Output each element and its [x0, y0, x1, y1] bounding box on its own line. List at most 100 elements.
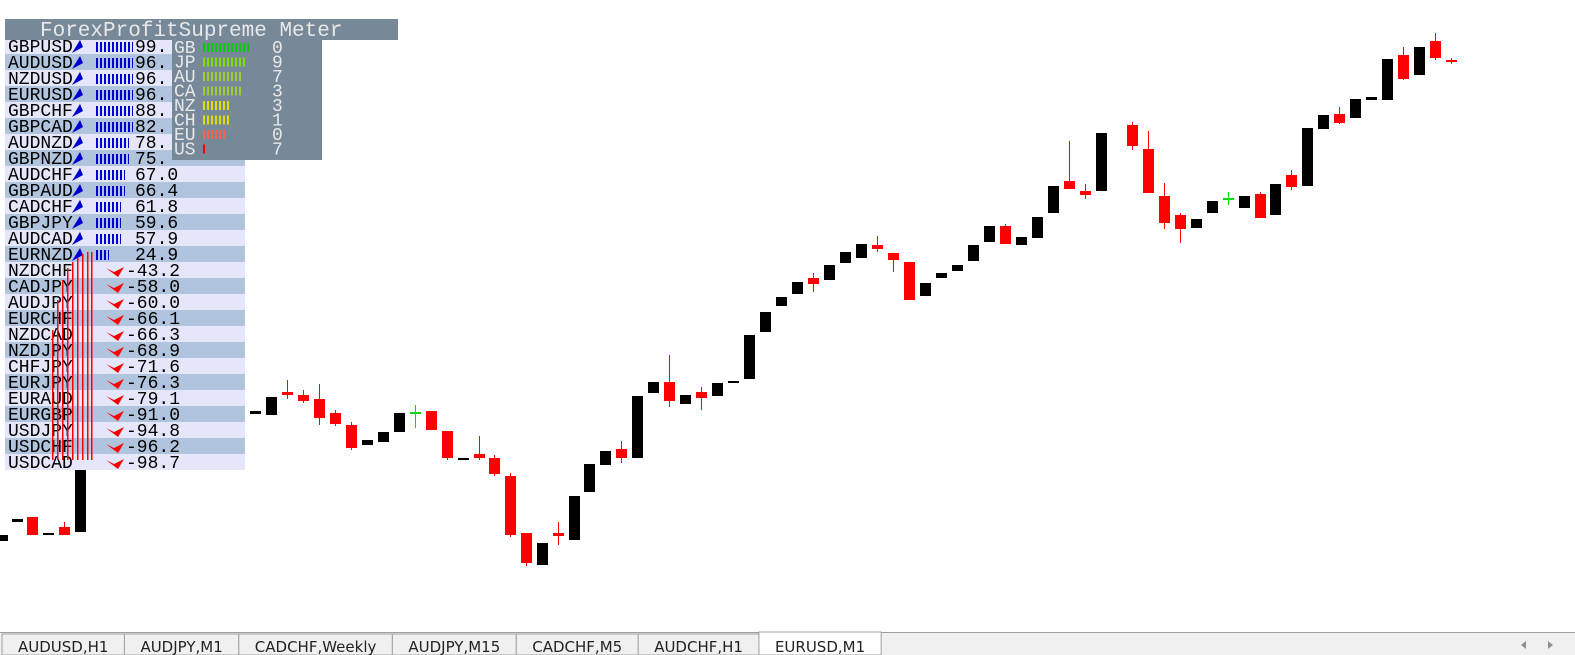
strength-tick [223, 86, 225, 96]
strength-tick [219, 101, 221, 110]
strength-tick [223, 130, 225, 139]
table-row [5, 390, 245, 406]
pair-name: EURGBP [8, 406, 73, 426]
strength-tick [223, 115, 225, 125]
strength-tick [211, 57, 213, 67]
strength-tick [211, 115, 213, 125]
candle-body [43, 533, 54, 535]
strength-tick [223, 57, 225, 67]
candle-body [458, 458, 469, 460]
strength-tick [235, 72, 237, 81]
table-row [5, 278, 245, 294]
pair-value: -43.2 [126, 262, 180, 282]
pair-value: 82. [135, 118, 167, 138]
candle-body [1334, 114, 1345, 123]
candle-body [664, 382, 675, 401]
candle-body [744, 335, 755, 379]
pair-name: USDCHF [8, 438, 73, 458]
table-row [5, 246, 245, 262]
pair-value: -79.1 [126, 390, 180, 410]
candle-body [346, 425, 357, 448]
candle-body [760, 312, 771, 332]
strength-tick [231, 43, 233, 52]
candle-body [696, 392, 707, 398]
strength-bars [95, 234, 121, 244]
strength-tick [243, 57, 245, 67]
candle-body [442, 431, 453, 458]
candle-body [872, 245, 883, 249]
strength-value: 3 [272, 97, 283, 117]
buy-arrow [72, 40, 83, 53]
candle-body [728, 381, 739, 383]
pair-value: 88. [135, 102, 167, 122]
sell-bar [72, 262, 74, 460]
candle-body [904, 262, 915, 300]
candle-body [314, 399, 325, 418]
currency: US [174, 141, 196, 161]
strength-tick [215, 101, 217, 110]
strength-bars [95, 74, 133, 84]
buy-arrow [72, 168, 83, 181]
strength-tick [207, 86, 209, 96]
strength-tick [227, 86, 229, 96]
sell-arrow [106, 411, 124, 421]
pair-name: GBPUSD [8, 38, 73, 58]
table-row [5, 310, 245, 326]
tab-label: AUDCHF,H1 [654, 638, 743, 655]
candle-body [75, 470, 86, 532]
strength-tick [211, 130, 213, 139]
pair-value: 66.4 [135, 182, 178, 202]
strength-value: 7 [272, 141, 283, 161]
strength-tick [219, 86, 221, 96]
strength-tick [239, 57, 241, 67]
candle-body [952, 265, 963, 271]
strength-bars [95, 154, 129, 164]
strength-tick [227, 57, 229, 67]
strength-tick [223, 72, 225, 81]
strength-value: 9 [272, 54, 283, 74]
pair-value: 96. [135, 70, 167, 90]
strength-tick [211, 72, 213, 81]
candle-body [1127, 125, 1138, 146]
table-row [5, 214, 245, 230]
strength-tick [207, 72, 209, 81]
strength-tick [215, 43, 217, 52]
candle-body [59, 527, 70, 535]
strength-tick [239, 72, 241, 81]
buy-arrow [72, 136, 83, 149]
candle-body [474, 454, 485, 458]
strength-tick [215, 86, 217, 96]
table-row [5, 230, 245, 246]
candle-body [1016, 237, 1027, 245]
sell-arrow [106, 331, 124, 341]
pair-name: CADCHF [8, 198, 73, 218]
pair-value: -58.0 [126, 278, 180, 298]
candle-body [600, 451, 611, 465]
candle-body [840, 252, 851, 263]
tab[interactable] [758, 631, 882, 655]
strength-tick [211, 101, 213, 110]
pair-value: -96.2 [126, 438, 180, 458]
strength-tick [207, 43, 209, 52]
currency: EU [174, 126, 196, 146]
table-row [5, 342, 245, 358]
strength-bars [95, 106, 133, 116]
sell-arrow [106, 443, 124, 453]
candle-body [378, 432, 389, 442]
pair-name: GBPCAD [8, 118, 73, 138]
strength-tick [207, 57, 209, 67]
strength-value: 7 [272, 68, 283, 88]
strength-tick [215, 130, 217, 139]
strength-bars [95, 138, 129, 148]
candle-body [1255, 194, 1266, 218]
candle-body [362, 440, 373, 445]
scroll-left[interactable] [1521, 641, 1526, 649]
strength-tick [235, 86, 237, 96]
strength-panel [172, 40, 322, 160]
strength-tick [215, 72, 217, 81]
pair-value: 96. [135, 54, 167, 74]
scroll-right[interactable] [1548, 641, 1553, 649]
strength-tick [239, 86, 241, 96]
strength-bars [95, 90, 133, 100]
table-row [5, 198, 245, 214]
